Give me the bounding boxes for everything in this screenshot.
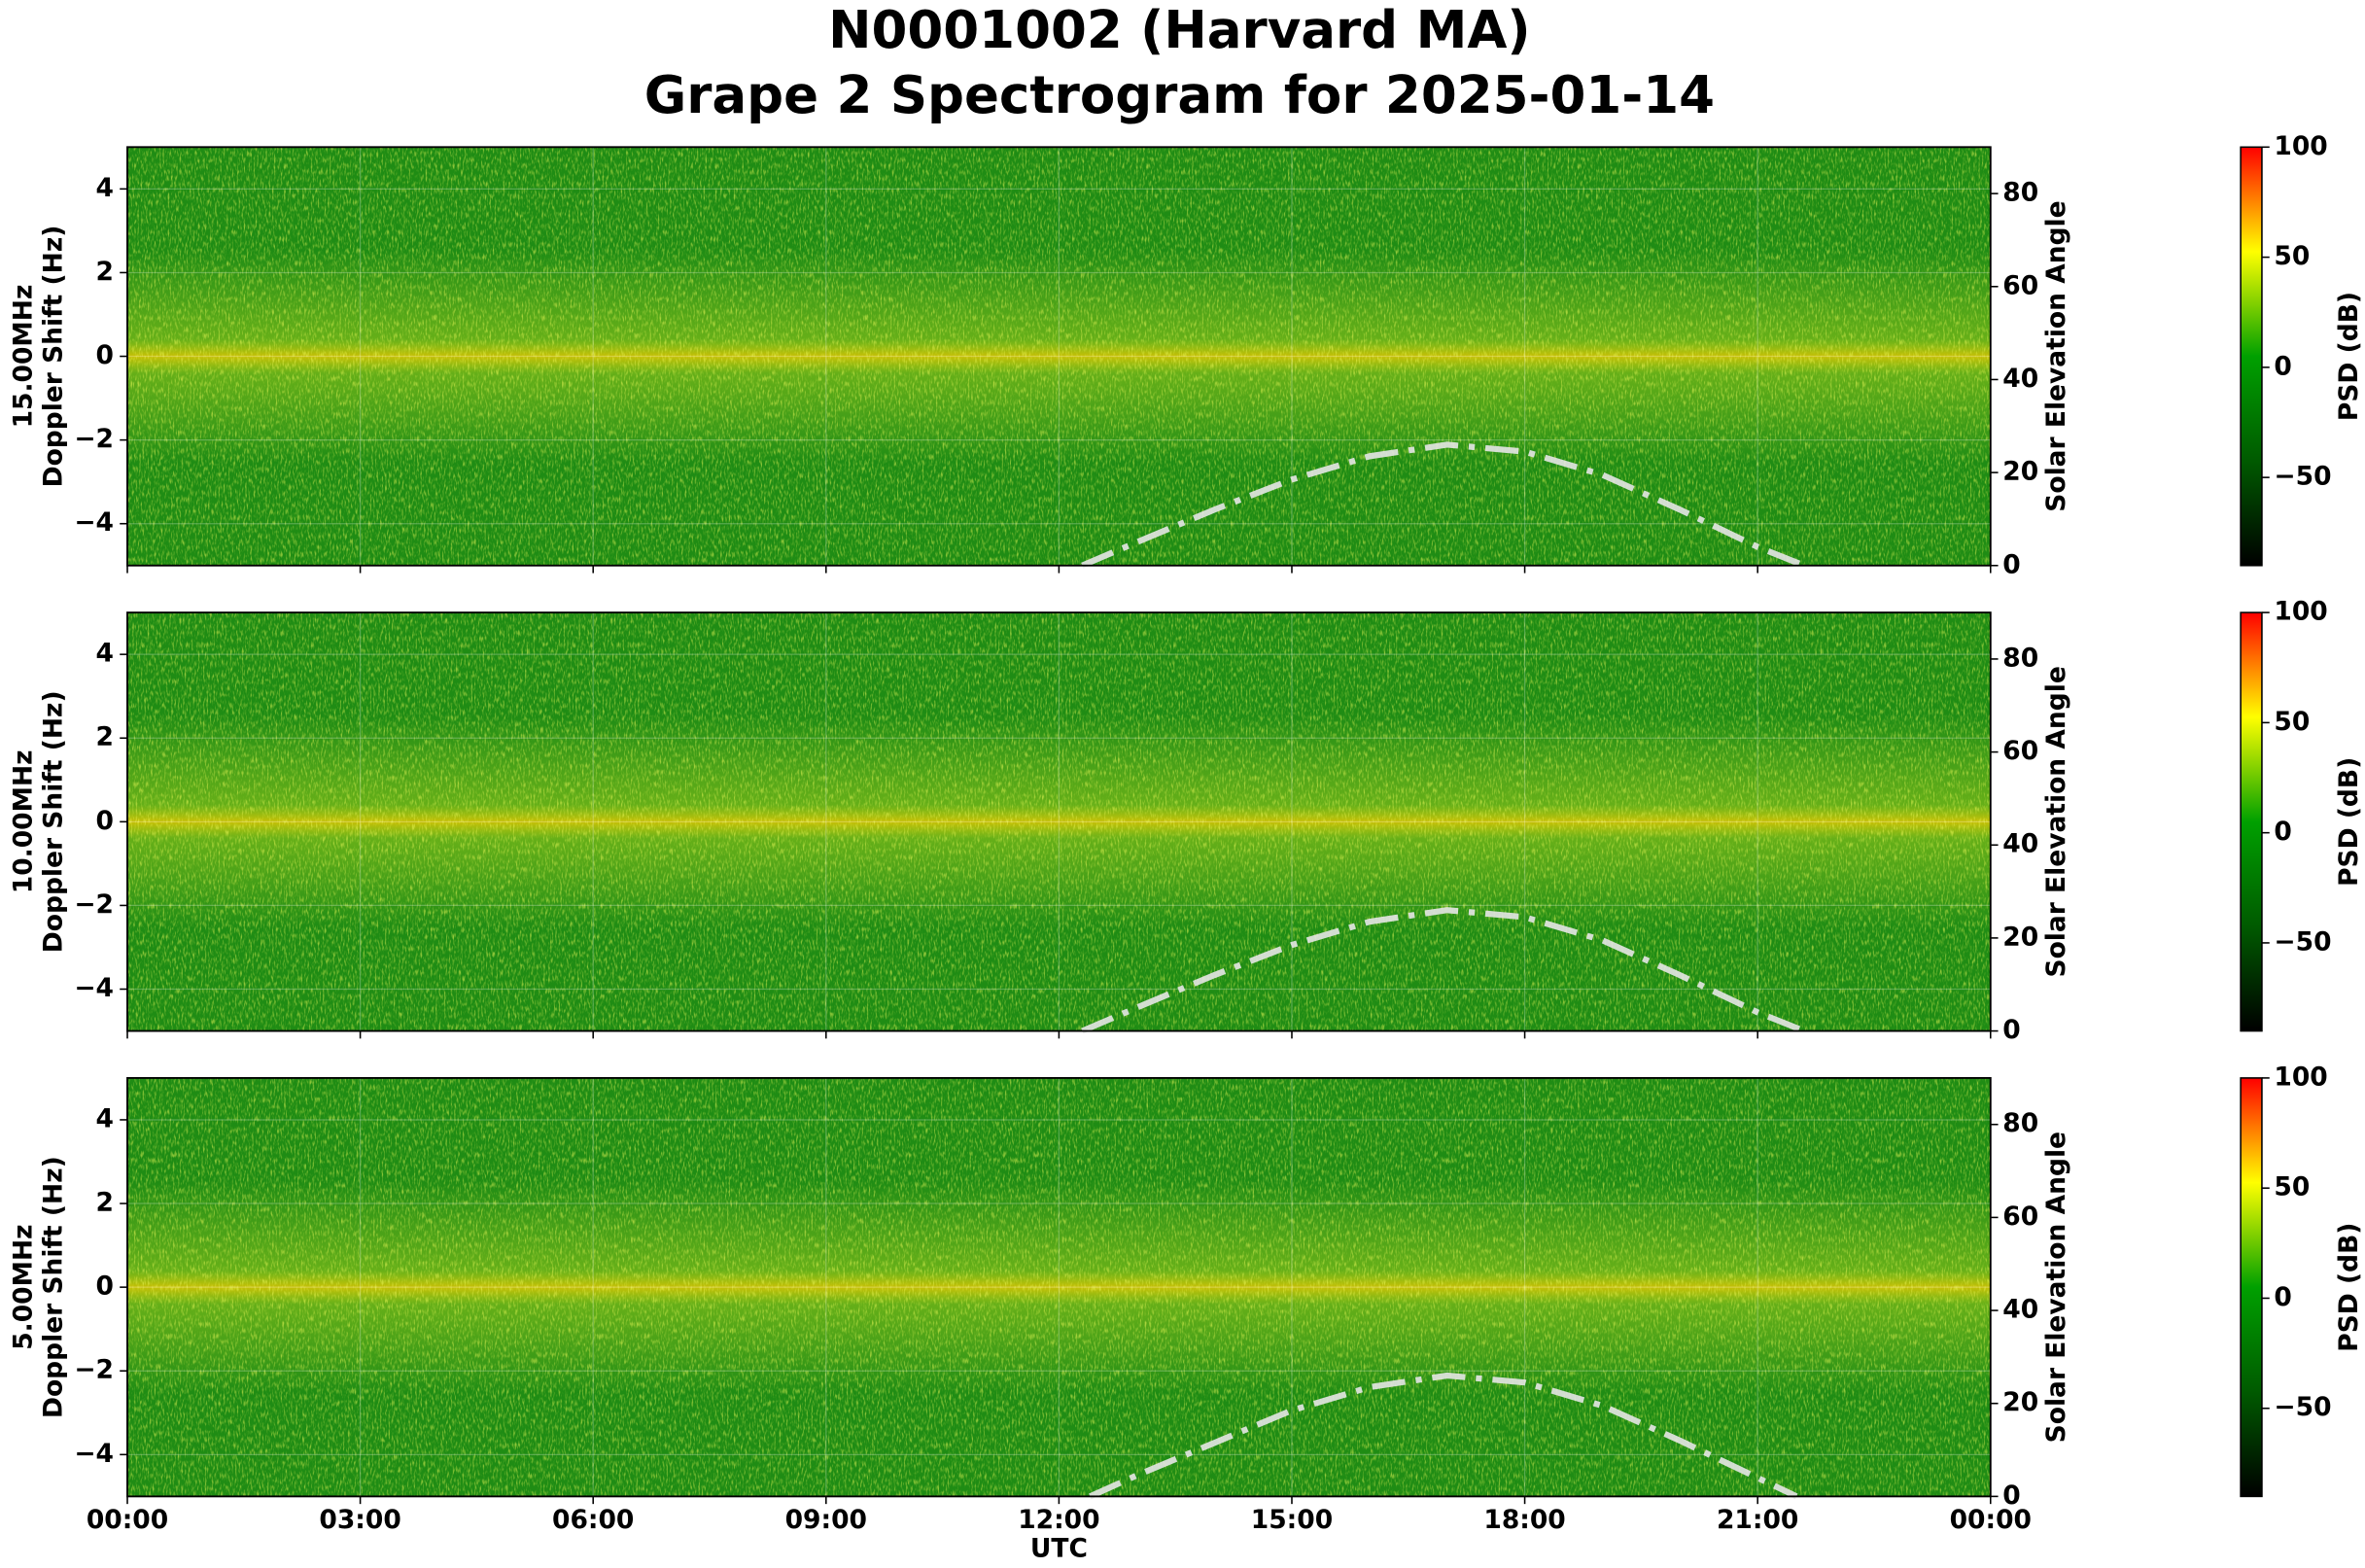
solar-elevation-line bbox=[1081, 907, 1806, 1034]
y2-tick-label: 20 bbox=[2002, 922, 2038, 952]
colorbar-tick-label: 0 bbox=[2274, 1282, 2291, 1312]
x-tick-label: 21:00 bbox=[1717, 1505, 1798, 1535]
colorbar-tick-label: 0 bbox=[2274, 817, 2291, 847]
y-tick-label: 0 bbox=[96, 806, 114, 836]
y-tick-label: 2 bbox=[96, 722, 114, 752]
plot-frame bbox=[126, 611, 1992, 1032]
y-tick-label: 0 bbox=[96, 1272, 114, 1302]
y2-tick-label: 60 bbox=[2002, 1202, 2038, 1232]
colorbar-tick-label: 100 bbox=[2274, 131, 2327, 161]
y-axis-label: 15.00MHz bbox=[8, 285, 38, 429]
colorbar-tick-label: 50 bbox=[2274, 707, 2310, 737]
x-tick-label: 15:00 bbox=[1251, 1505, 1333, 1535]
y2-tick-label: 20 bbox=[2002, 457, 2038, 487]
spectrogram-noise bbox=[127, 1077, 1991, 1497]
colorbar-tick-label: 50 bbox=[2274, 1172, 2310, 1202]
y-tick-label: −2 bbox=[74, 1355, 114, 1385]
x-tick-label: 12:00 bbox=[1018, 1505, 1099, 1535]
solar-elevation-line bbox=[1081, 441, 1806, 569]
colorbar-tick-label: −50 bbox=[2274, 1392, 2331, 1422]
colorbar bbox=[2240, 1077, 2263, 1498]
colorbar-tick-label: −50 bbox=[2274, 926, 2331, 957]
spectrogram-noise bbox=[127, 147, 1991, 566]
y-tick-label: 4 bbox=[96, 1103, 114, 1133]
x-tick-label: 06:00 bbox=[552, 1505, 634, 1535]
y2-tick-label: 80 bbox=[2002, 178, 2038, 208]
y2-tick-label: 80 bbox=[2002, 1108, 2038, 1138]
y2-tick-label: 60 bbox=[2002, 270, 2038, 300]
y2-tick-label: 0 bbox=[2002, 549, 2020, 579]
y2-tick-label: 20 bbox=[2002, 1387, 2038, 1417]
colorbar-tick-label: 0 bbox=[2274, 351, 2291, 381]
y2-tick-label: 40 bbox=[2002, 829, 2038, 859]
colorbar-label: PSD (dB) bbox=[2334, 1223, 2364, 1352]
colorbar-tick-label: −50 bbox=[2274, 462, 2331, 492]
y2-tick-label: 0 bbox=[2002, 1015, 2020, 1045]
colorbar bbox=[2240, 146, 2263, 567]
y2-axis-label: Solar Elevation Angle bbox=[2041, 200, 2071, 511]
colorbar bbox=[2240, 611, 2263, 1032]
y-tick-label: −4 bbox=[74, 973, 114, 1003]
y-tick-label: 2 bbox=[96, 257, 114, 287]
y-tick-label: −4 bbox=[74, 507, 114, 538]
colorbar-label: PSD (dB) bbox=[2334, 757, 2364, 887]
y-tick-label: −4 bbox=[74, 1439, 114, 1469]
spectrogram-noise bbox=[127, 612, 1991, 1031]
y2-axis-label: Solar Elevation Angle bbox=[2041, 1132, 2071, 1443]
plot-frame bbox=[126, 1076, 1992, 1498]
y-axis-label: Doppler Shift (Hz) bbox=[39, 226, 69, 488]
x-tick-label: 03:00 bbox=[319, 1505, 400, 1535]
y-axis-label: Doppler Shift (Hz) bbox=[39, 690, 69, 953]
y2-tick-label: 40 bbox=[2002, 364, 2038, 394]
y-tick-label: −2 bbox=[74, 889, 114, 920]
chart-title: N0001002 (Harvard MA) bbox=[828, 0, 1530, 60]
colorbar-tick-label: 100 bbox=[2274, 1062, 2327, 1092]
y-axis-label: Doppler Shift (Hz) bbox=[39, 1156, 69, 1418]
chart-subtitle: Grape 2 Spectrogram for 2025-01-14 bbox=[644, 65, 1715, 125]
x-tick-label: 09:00 bbox=[785, 1505, 867, 1535]
y2-tick-label: 80 bbox=[2002, 643, 2038, 673]
colorbar-label: PSD (dB) bbox=[2334, 292, 2364, 421]
colorbar-tick-label: 100 bbox=[2274, 597, 2327, 627]
y-tick-label: 2 bbox=[96, 1188, 114, 1218]
x-tick-label: 18:00 bbox=[1483, 1505, 1565, 1535]
y-axis-label: 10.00MHz bbox=[8, 749, 38, 893]
x-axis-label: UTC bbox=[1030, 1533, 1088, 1563]
x-tick-label: 00:00 bbox=[87, 1505, 168, 1535]
colorbar-tick-label: 50 bbox=[2274, 241, 2310, 271]
solar-elevation-line bbox=[1089, 1372, 1798, 1500]
y2-tick-label: 40 bbox=[2002, 1295, 2038, 1325]
plot-frame bbox=[126, 146, 1992, 567]
y2-tick-label: 0 bbox=[2002, 1481, 2020, 1511]
y2-axis-label: Solar Elevation Angle bbox=[2041, 666, 2071, 977]
y-axis-label: 5.00MHz bbox=[8, 1224, 38, 1349]
x-tick-label: 00:00 bbox=[1950, 1505, 2032, 1535]
y-tick-label: 4 bbox=[96, 173, 114, 203]
y2-tick-label: 60 bbox=[2002, 736, 2038, 766]
y-tick-label: 4 bbox=[96, 639, 114, 669]
y-tick-label: −2 bbox=[74, 424, 114, 454]
y-tick-label: 0 bbox=[96, 340, 114, 370]
